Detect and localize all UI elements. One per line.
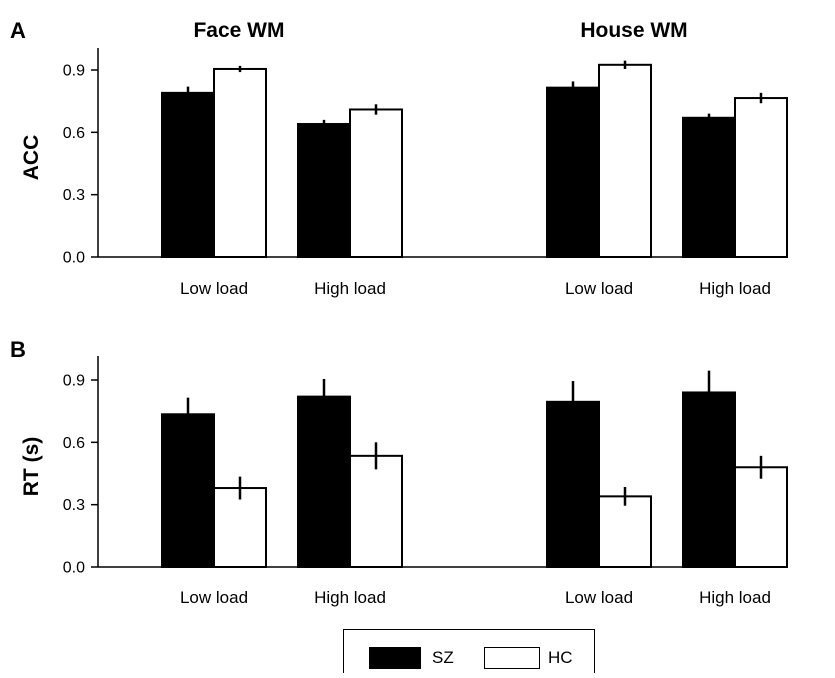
bar-hc bbox=[734, 97, 788, 258]
legend-label-sz: SZ bbox=[432, 648, 454, 667]
legend-label-hc: HC bbox=[548, 648, 573, 667]
bar-hc bbox=[213, 487, 267, 568]
y-tick-label: 0.6 bbox=[63, 125, 85, 142]
category-label: High load bbox=[699, 588, 771, 607]
bar-sz bbox=[161, 91, 215, 258]
group-title: Face WM bbox=[193, 19, 284, 42]
y-axis-label: ACC bbox=[20, 135, 43, 181]
bar-sz bbox=[546, 400, 600, 569]
bar-hc bbox=[349, 108, 403, 258]
legend-swatch-hc bbox=[484, 647, 540, 669]
category-label: High load bbox=[699, 279, 771, 298]
bar-sz bbox=[297, 123, 351, 259]
category-label: Low load bbox=[565, 588, 633, 607]
y-tick-label: 0.3 bbox=[63, 497, 85, 514]
panel-label-b: B bbox=[10, 337, 26, 362]
category-label: Low load bbox=[180, 279, 248, 298]
panel-label-a: A bbox=[10, 18, 26, 43]
category-label: High load bbox=[314, 588, 386, 607]
bar-sz bbox=[682, 391, 736, 569]
bar-sz bbox=[546, 86, 600, 258]
bar-sz bbox=[297, 395, 351, 568]
y-tick-label: 0.0 bbox=[63, 560, 85, 577]
category-label: Low load bbox=[565, 279, 633, 298]
category-label: Low load bbox=[180, 588, 248, 607]
y-tick-label: 0.3 bbox=[63, 187, 85, 204]
bar-sz bbox=[682, 116, 736, 258]
category-label: High load bbox=[314, 279, 386, 298]
bar-hc bbox=[598, 495, 652, 569]
y-tick-label: 0.9 bbox=[63, 63, 85, 80]
legend-swatch-sz bbox=[369, 647, 421, 669]
y-tick-label: 0.9 bbox=[63, 373, 85, 390]
bar-hc bbox=[598, 63, 652, 258]
y-tick-label: 0.0 bbox=[63, 250, 85, 267]
group-title: House WM bbox=[580, 19, 687, 42]
y-tick-label: 0.6 bbox=[63, 435, 85, 452]
bar-hc bbox=[213, 67, 267, 259]
bar-hc bbox=[734, 466, 788, 568]
bar-hc bbox=[349, 454, 403, 569]
bar-sz bbox=[161, 413, 215, 568]
legend: SZ HC bbox=[343, 629, 595, 673]
y-axis-label: RT (s) bbox=[20, 437, 43, 497]
